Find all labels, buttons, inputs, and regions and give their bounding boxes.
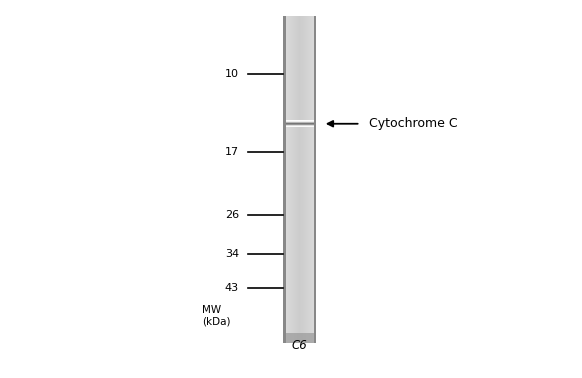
Text: 26: 26 [225,209,239,220]
Bar [314,16,316,343]
Text: 43: 43 [225,284,239,293]
Text: 34: 34 [225,249,239,259]
Bar [283,16,316,343]
Text: C6: C6 [292,339,307,352]
Bar [283,333,316,343]
Text: MW
(kDa): MW (kDa) [202,305,230,327]
Text: 17: 17 [225,147,239,157]
Text: Cytochrome C: Cytochrome C [369,117,458,130]
Bar [283,16,286,343]
Text: 10: 10 [225,70,239,79]
